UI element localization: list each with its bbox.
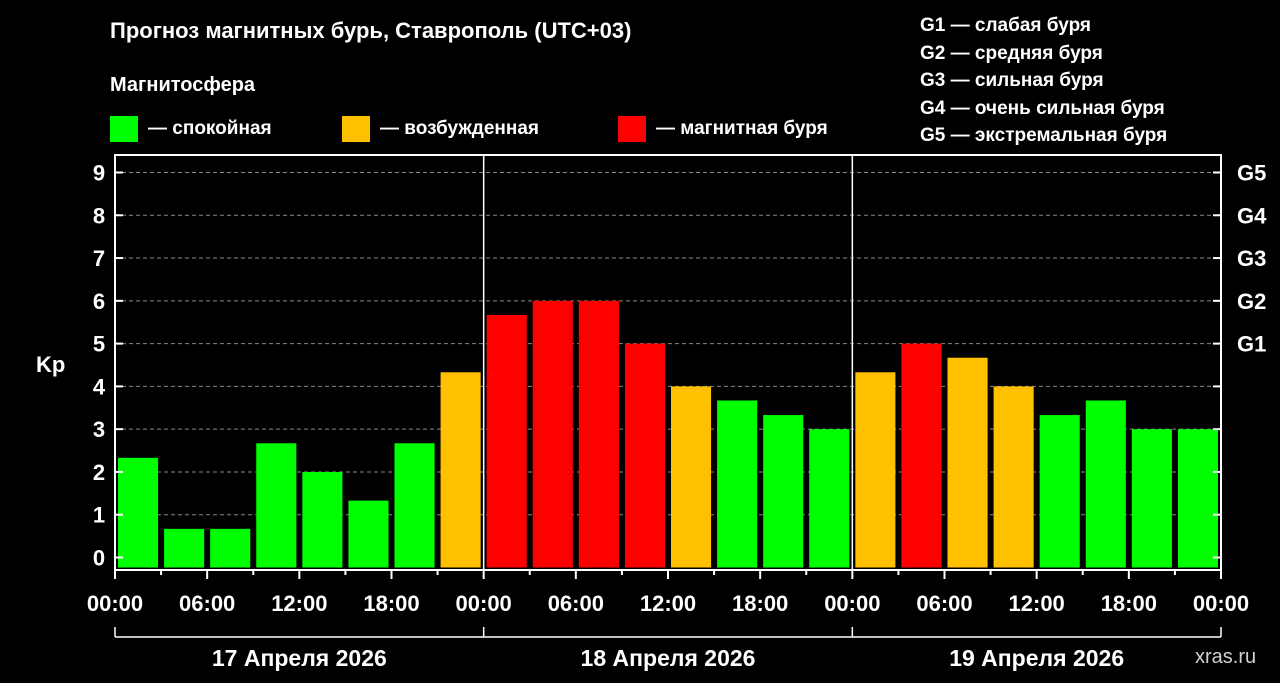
kp-bar <box>1039 415 1080 568</box>
kp-bar <box>855 372 896 568</box>
legend-swatch-calm <box>110 116 138 142</box>
y-tick-label: 3 <box>93 417 105 442</box>
y-tick-label: 0 <box>93 546 105 571</box>
legend-label-calm: — спокойная <box>148 118 272 139</box>
x-tick-label: 00:00 <box>824 591 880 616</box>
legend-item-excited: — возбужденная <box>342 116 539 142</box>
x-tick-label: 00:00 <box>1193 591 1249 616</box>
kp-bar <box>486 314 527 568</box>
legend-title: Магнитосфера <box>110 74 256 96</box>
kp-bar <box>671 386 712 568</box>
day-label: 17 Апреля 2026 <box>212 645 387 671</box>
y-tick-label: 6 <box>93 289 105 314</box>
kp-bar <box>164 528 205 568</box>
g-legend-item: G1 — слабая буря <box>920 15 1092 36</box>
x-tick-label: 00:00 <box>87 591 143 616</box>
legend-swatch-excited <box>342 116 370 142</box>
kp-bar <box>901 343 942 568</box>
day-label: 19 Апреля 2026 <box>949 645 1124 671</box>
watermark: xras.ru <box>1195 646 1257 668</box>
kp-bar <box>1131 429 1172 568</box>
g-tick-label: G5 <box>1237 161 1266 186</box>
kp-bar <box>532 300 573 568</box>
legend-item-storm: — магнитная буря <box>618 116 828 142</box>
x-tick-label: 06:00 <box>179 591 235 616</box>
y-tick-label: 8 <box>93 203 105 228</box>
g-legend-item: G5 — экстремальная буря <box>920 125 1168 146</box>
g-legend-item: G4 — очень сильная буря <box>920 97 1165 119</box>
g-scale-legend: G1 — слабая буря G2 — средняя буря G3 — … <box>920 12 1167 150</box>
kp-bar <box>717 400 758 568</box>
day-label: 18 Апреля 2026 <box>581 645 756 671</box>
y-tick-label: 2 <box>93 460 105 485</box>
g-tick-label: G4 <box>1237 203 1267 228</box>
y-tick-label: 5 <box>93 332 105 357</box>
x-tick-label: 18:00 <box>732 591 788 616</box>
x-tick-label: 18:00 <box>1101 591 1157 616</box>
x-tick-label: 12:00 <box>271 591 327 616</box>
g-tick-label: G1 <box>1237 332 1266 357</box>
legend-swatch-storm <box>618 116 646 142</box>
g-legend-item: G3 — сильная буря <box>920 70 1104 91</box>
g-legend-item: G2 — средняя буря <box>920 42 1103 64</box>
y-axis-label: Kp <box>36 352 66 377</box>
x-tick-label: 18:00 <box>363 591 419 616</box>
kp-bar <box>118 457 159 568</box>
kp-bar <box>394 443 435 568</box>
kp-bar <box>256 443 297 568</box>
legend-label-excited: — возбужденная <box>380 118 540 139</box>
y-tick-label: 1 <box>93 503 105 528</box>
kp-bar <box>348 500 389 568</box>
kp-bar <box>210 528 251 568</box>
legend-label-storm: — магнитная буря <box>656 118 828 139</box>
kp-bar <box>624 343 665 568</box>
x-tick-label: 06:00 <box>548 591 604 616</box>
kp-bar <box>1085 400 1126 568</box>
legend-item-calm: — спокойная <box>110 116 272 142</box>
kp-bar <box>578 300 619 568</box>
chart-title: Прогноз магнитных бурь, Ставрополь (UTC+… <box>110 18 632 43</box>
kp-bar <box>993 386 1034 568</box>
kp-bar <box>1177 429 1218 568</box>
y-tick-label: 4 <box>93 374 106 399</box>
x-tick-label: 00:00 <box>456 591 512 616</box>
kp-bar <box>763 415 804 568</box>
kp-bar <box>440 372 481 568</box>
x-tick-label: 12:00 <box>640 591 696 616</box>
kp-bar <box>302 471 343 568</box>
x-tick-label: 06:00 <box>916 591 972 616</box>
g-tick-label: G3 <box>1237 246 1266 271</box>
kp-bar <box>947 357 988 568</box>
x-tick-label: 12:00 <box>1009 591 1065 616</box>
y-tick-label: 7 <box>93 246 105 271</box>
kp-bar <box>809 429 850 568</box>
g-tick-label: G2 <box>1237 289 1266 314</box>
y-tick-label: 9 <box>93 161 105 186</box>
